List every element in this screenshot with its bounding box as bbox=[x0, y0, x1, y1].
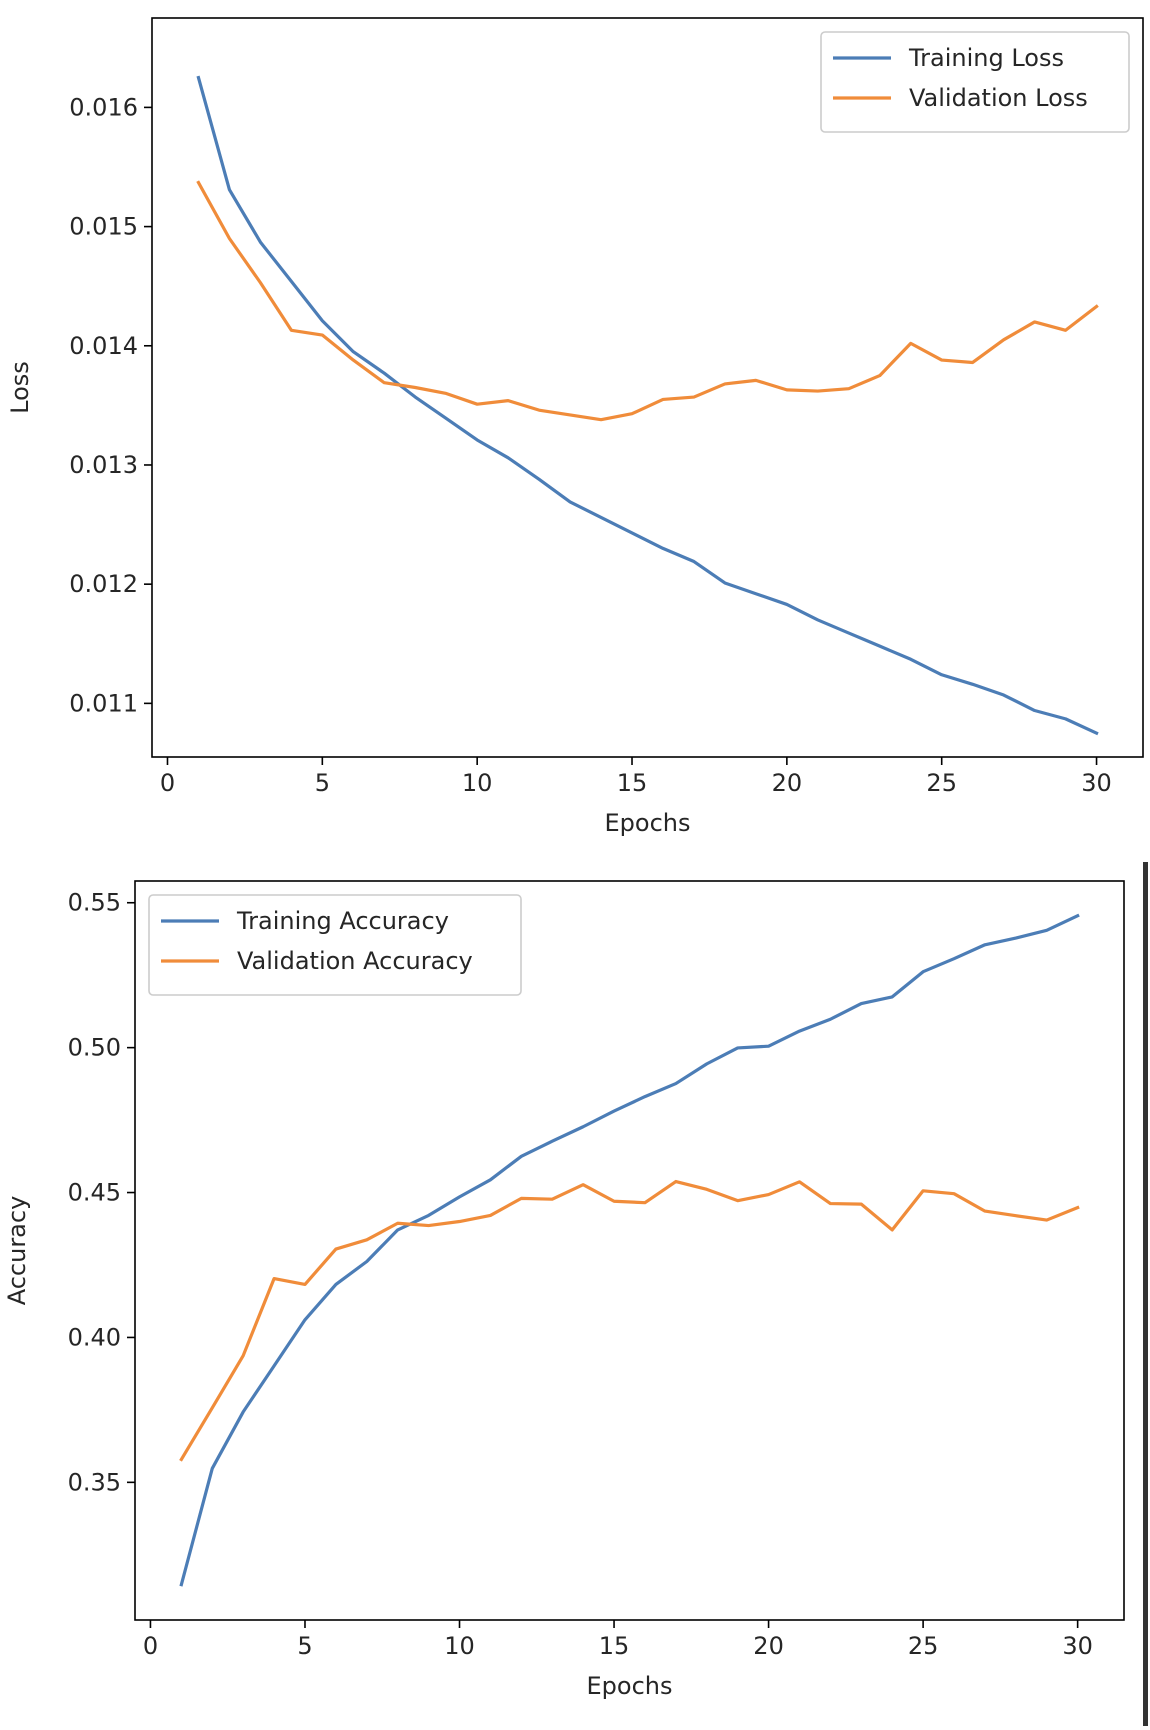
x-tick-label: 5 bbox=[315, 769, 330, 797]
y-tick-label: 0.015 bbox=[69, 213, 138, 241]
x-tick-label: 0 bbox=[160, 769, 175, 797]
y-tick-label: 0.014 bbox=[69, 332, 138, 360]
x-tick-label: 15 bbox=[617, 769, 648, 797]
y-tick-label: 0.50 bbox=[68, 1034, 121, 1062]
x-axis-label: Epochs bbox=[605, 809, 691, 837]
y-axis-label: Loss bbox=[6, 361, 34, 414]
y-tick-label: 0.011 bbox=[69, 689, 138, 717]
chart-1: 0 5 10 15 20 25 30 0.011 0.012 0.013 0.014 0.015 0.0… bbox=[6, 17, 1144, 837]
legend-label: Training Loss bbox=[908, 44, 1064, 72]
x-tick-label: 5 bbox=[297, 1632, 312, 1660]
legend-label: Validation Loss bbox=[909, 84, 1088, 112]
chart-2: 0 5 10 15 20 25 30 0.35 0.40 0.45 0.50 0.55 Epochs Ac… bbox=[3, 880, 1125, 1700]
series-line-2 bbox=[196, 180, 1099, 422]
window-edge-bar bbox=[1143, 862, 1148, 1726]
series-line-2 bbox=[179, 1179, 1080, 1462]
x-tick-label: 15 bbox=[599, 1632, 630, 1660]
y-tick-label: 0.55 bbox=[68, 889, 121, 917]
y-tick-label: 0.016 bbox=[69, 93, 138, 121]
legend-box bbox=[820, 31, 1130, 133]
plot-frame bbox=[151, 17, 1144, 758]
y-tick-label: 0.012 bbox=[69, 570, 138, 598]
y-tick-label: 0.45 bbox=[68, 1179, 121, 1207]
series-line-1 bbox=[196, 75, 1099, 736]
legend-label: Training Accuracy bbox=[236, 907, 449, 935]
y-tick-label: 0.40 bbox=[68, 1323, 121, 1351]
x-axis-label: Epochs bbox=[587, 1672, 673, 1700]
x-tick-label: 20 bbox=[753, 1632, 784, 1660]
x-tick-label: 20 bbox=[772, 769, 803, 797]
x-tick-label: 0 bbox=[143, 1632, 158, 1660]
legend: Training Accuracy Validation Accuracy bbox=[148, 894, 522, 996]
y-axis-label: Accuracy bbox=[3, 1196, 31, 1306]
x-tick-label: 30 bbox=[1062, 1632, 1093, 1660]
plot-frame bbox=[134, 880, 1125, 1621]
y-tick-label: 0.013 bbox=[69, 451, 138, 479]
series-line-1 bbox=[179, 913, 1080, 1587]
legend-box bbox=[148, 894, 522, 996]
legend: Training Loss Validation Loss bbox=[820, 31, 1130, 133]
x-tick-label: 10 bbox=[444, 1632, 475, 1660]
x-tick-label: 10 bbox=[462, 769, 493, 797]
x-tick-label: 25 bbox=[908, 1632, 939, 1660]
x-tick-label: 25 bbox=[926, 769, 957, 797]
legend-label: Validation Accuracy bbox=[237, 947, 473, 975]
y-tick-label: 0.35 bbox=[68, 1468, 121, 1496]
x-tick-label: 30 bbox=[1081, 769, 1112, 797]
